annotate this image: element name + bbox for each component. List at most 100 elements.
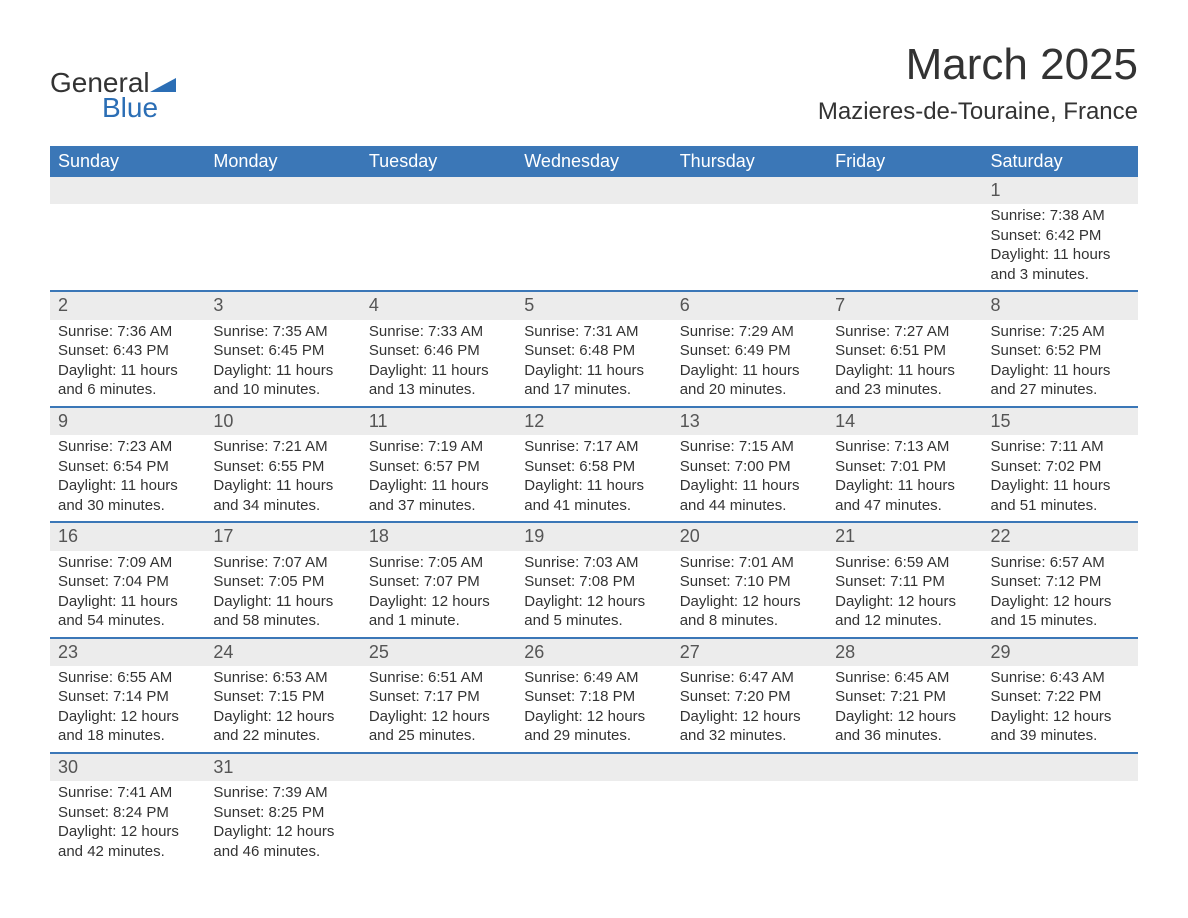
daylight2-text: and 47 minutes. [835,496,974,516]
day-number-row: 9101112131415 [50,407,1138,435]
day-number-cell: 11 [361,407,516,435]
sunrise-text: Sunrise: 7:23 AM [58,437,197,457]
daylight1-text: Daylight: 12 hours [991,592,1130,612]
daylight2-text: and 30 minutes. [58,496,197,516]
daylight2-text: and 29 minutes. [524,726,663,746]
sunset-text: Sunset: 8:25 PM [213,803,352,823]
day-number-cell [672,177,827,204]
sunset-text: Sunset: 7:15 PM [213,687,352,707]
sunset-text: Sunset: 6:52 PM [991,341,1130,361]
day-number: 14 [835,411,855,431]
day-content-cell: Sunrise: 7:38 AMSunset: 6:42 PMDaylight:… [983,204,1138,291]
daylight2-text: and 13 minutes. [369,380,508,400]
daylight2-text: and 36 minutes. [835,726,974,746]
sunrise-text: Sunrise: 6:53 AM [213,668,352,688]
sunset-text: Sunset: 6:54 PM [58,457,197,477]
sunset-text: Sunset: 7:21 PM [835,687,974,707]
day-number-cell [983,753,1138,781]
day-number-row: 16171819202122 [50,522,1138,550]
day-number-cell: 4 [361,291,516,319]
day-number-cell [361,753,516,781]
day-number-cell [672,753,827,781]
day-number-cell: 2 [50,291,205,319]
daylight1-text: Daylight: 12 hours [213,707,352,727]
sunrise-text: Sunrise: 7:17 AM [524,437,663,457]
day-content-cell [361,781,516,867]
day-content-row: Sunrise: 7:09 AMSunset: 7:04 PMDaylight:… [50,551,1138,638]
day-content-cell: Sunrise: 7:21 AMSunset: 6:55 PMDaylight:… [205,435,360,522]
sunrise-text: Sunrise: 7:05 AM [369,553,508,573]
daylight1-text: Daylight: 12 hours [524,592,663,612]
page-title: March 2025 [818,40,1138,90]
daylight2-text: and 46 minutes. [213,842,352,862]
daylight1-text: Daylight: 11 hours [213,476,352,496]
sunrise-text: Sunrise: 7:21 AM [213,437,352,457]
day-number: 15 [991,411,1011,431]
sunrise-text: Sunrise: 6:45 AM [835,668,974,688]
day-content-cell: Sunrise: 6:59 AMSunset: 7:11 PMDaylight:… [827,551,982,638]
day-content-cell [516,781,671,867]
sunrise-text: Sunrise: 7:39 AM [213,783,352,803]
weekday-header: Thursday [672,146,827,177]
sunrise-text: Sunrise: 7:15 AM [680,437,819,457]
day-content-cell: Sunrise: 7:41 AMSunset: 8:24 PMDaylight:… [50,781,205,867]
day-number-cell: 21 [827,522,982,550]
daylight2-text: and 12 minutes. [835,611,974,631]
logo-text: General Blue [50,70,176,120]
sunrise-text: Sunrise: 6:43 AM [991,668,1130,688]
day-number: 31 [213,757,233,777]
day-number-cell: 25 [361,638,516,666]
day-number: 30 [58,757,78,777]
daylight2-text: and 17 minutes. [524,380,663,400]
daylight1-text: Daylight: 11 hours [58,361,197,381]
day-content-cell: Sunrise: 7:19 AMSunset: 6:57 PMDaylight:… [361,435,516,522]
day-content-cell: Sunrise: 7:29 AMSunset: 6:49 PMDaylight:… [672,320,827,407]
daylight2-text: and 27 minutes. [991,380,1130,400]
daylight2-text: and 18 minutes. [58,726,197,746]
day-content-row: Sunrise: 6:55 AMSunset: 7:14 PMDaylight:… [50,666,1138,753]
day-number: 12 [524,411,544,431]
day-number: 7 [835,295,845,315]
weekday-header: Sunday [50,146,205,177]
day-number-cell [205,177,360,204]
day-content-row: Sunrise: 7:36 AMSunset: 6:43 PMDaylight:… [50,320,1138,407]
day-number: 6 [680,295,690,315]
day-number-cell [516,177,671,204]
daylight1-text: Daylight: 11 hours [524,361,663,381]
sunrise-text: Sunrise: 7:13 AM [835,437,974,457]
day-number-cell: 16 [50,522,205,550]
day-content-cell [361,204,516,291]
day-number-cell: 8 [983,291,1138,319]
day-number-cell: 27 [672,638,827,666]
sunrise-text: Sunrise: 7:03 AM [524,553,663,573]
day-number: 19 [524,526,544,546]
daylight2-text: and 39 minutes. [991,726,1130,746]
day-content-cell [983,781,1138,867]
day-number-cell: 13 [672,407,827,435]
day-content-cell: Sunrise: 7:33 AMSunset: 6:46 PMDaylight:… [361,320,516,407]
day-content-cell: Sunrise: 7:15 AMSunset: 7:00 PMDaylight:… [672,435,827,522]
daylight2-text: and 42 minutes. [58,842,197,862]
day-number-cell [516,753,671,781]
daylight1-text: Daylight: 12 hours [680,707,819,727]
daylight2-text: and 15 minutes. [991,611,1130,631]
day-number-cell: 19 [516,522,671,550]
day-content-cell: Sunrise: 7:07 AMSunset: 7:05 PMDaylight:… [205,551,360,638]
day-content-cell [672,204,827,291]
day-number-cell: 28 [827,638,982,666]
day-content-cell: Sunrise: 7:05 AMSunset: 7:07 PMDaylight:… [361,551,516,638]
sunrise-text: Sunrise: 7:35 AM [213,322,352,342]
sunset-text: Sunset: 8:24 PM [58,803,197,823]
weekday-header: Saturday [983,146,1138,177]
day-content-cell [205,204,360,291]
daylight1-text: Daylight: 11 hours [58,476,197,496]
calendar-header-row: Sunday Monday Tuesday Wednesday Thursday… [50,146,1138,177]
daylight2-text: and 51 minutes. [991,496,1130,516]
day-number: 29 [991,642,1011,662]
daylight1-text: Daylight: 12 hours [58,822,197,842]
location-subtitle: Mazieres-de-Touraine, France [818,98,1138,126]
day-content-cell: Sunrise: 6:47 AMSunset: 7:20 PMDaylight:… [672,666,827,753]
title-block: March 2025 Mazieres-de-Touraine, France [818,40,1138,126]
day-number-cell: 6 [672,291,827,319]
sunset-text: Sunset: 7:14 PM [58,687,197,707]
